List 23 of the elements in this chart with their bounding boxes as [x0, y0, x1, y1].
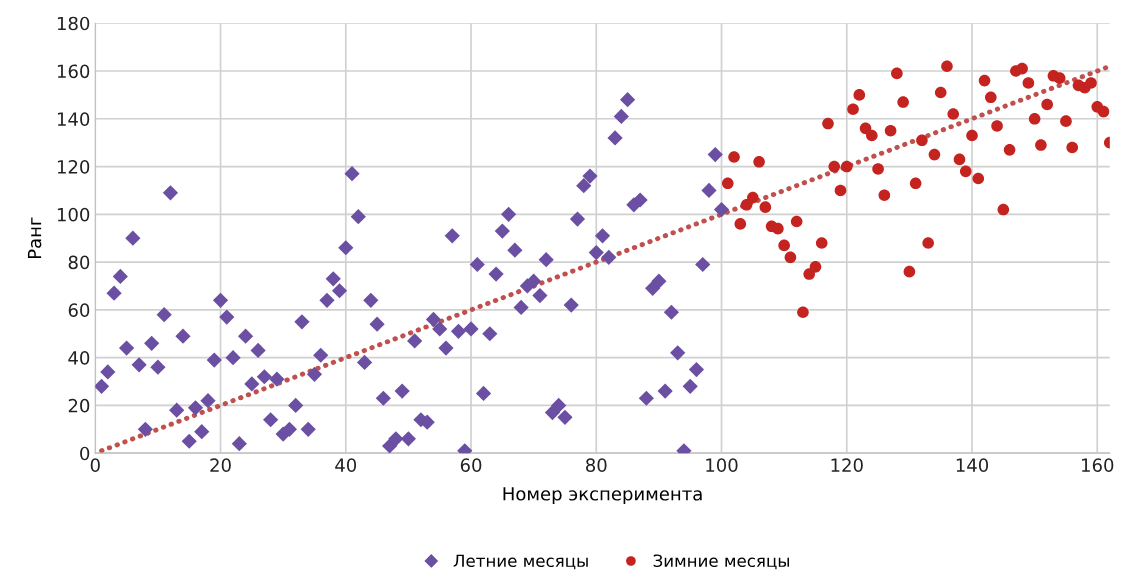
x-tick-label: 100: [706, 458, 738, 473]
x-tick-label: 40: [335, 458, 357, 473]
y-tick-label: 40: [68, 351, 90, 365]
x-tick-label: 0: [90, 458, 100, 473]
y-tick-label: 60: [68, 303, 90, 317]
y-tick-label: 120: [57, 160, 90, 174]
y-tick-label: 140: [57, 112, 90, 126]
legend-label: Летние месяцы: [453, 554, 588, 570]
y-axis-title: Ранг: [27, 217, 42, 259]
x-tick-label: 80: [586, 458, 607, 473]
y-tick-label: 80: [68, 255, 90, 270]
y-tick-label: 160: [57, 64, 90, 79]
x-tick-label: 160: [1082, 458, 1114, 473]
x-tick-label: 60: [460, 458, 482, 473]
y-tick-label: 20: [68, 398, 90, 413]
y-tick-label: 180: [57, 16, 90, 31]
y-tick-label: 0: [80, 446, 90, 461]
x-tick-label: 140: [956, 458, 989, 473]
y-tick-label: 100: [57, 207, 90, 222]
legend-label: Зимние месяцы: [653, 554, 789, 570]
x-tick-label: 120: [831, 458, 863, 473]
x-axis-title: Номер эксперимента: [503, 487, 702, 505]
x-tick-label: 20: [210, 458, 231, 473]
